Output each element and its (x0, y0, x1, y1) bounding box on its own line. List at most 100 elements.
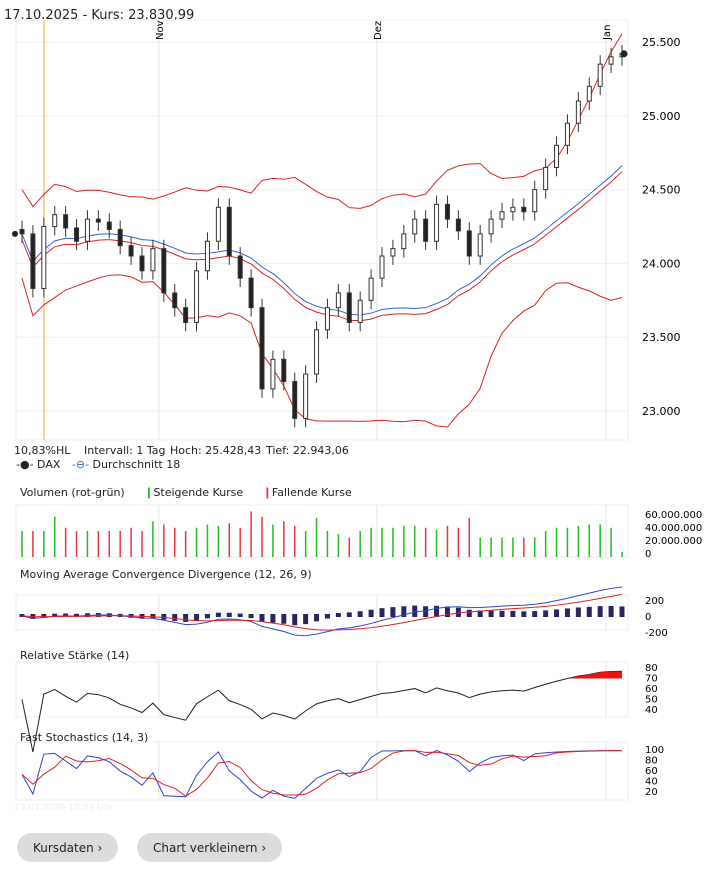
rising-icon: ❙ (144, 486, 154, 499)
price-tick-label: 23.000 (642, 405, 681, 418)
candle-body (444, 203, 450, 220)
candle-body (183, 307, 189, 323)
chart-canvas[interactable]: Nov Dez Jan 23.000 23.500 24.000 24.500 25.000 2… (0, 0, 709, 820)
candle-body (19, 228, 25, 235)
month-label: Jan (602, 25, 613, 41)
kursdaten-button[interactable]: Kursdaten › (17, 833, 119, 862)
month-label: Nov (155, 20, 166, 40)
panel-frame (15, 661, 629, 718)
candle-body (510, 206, 516, 213)
legend-dax: DAX (37, 458, 61, 471)
legend-rising: Steigende Kurse (153, 486, 244, 499)
candle-body (237, 255, 243, 279)
candle-body (412, 218, 418, 235)
candle-body (368, 277, 374, 301)
panel-frame (15, 19, 629, 441)
range: 10,83%HL (14, 444, 71, 457)
timestamp: 13.01.2026 10:09 Uhr (14, 803, 114, 813)
macd-histogram-bar (575, 607, 581, 617)
macd-tick-label: -200 (645, 628, 668, 639)
price-tick-label: 25.500 (642, 36, 681, 49)
price-tick-label: 25.000 (642, 110, 681, 123)
price-tick-label: 23.500 (642, 331, 681, 344)
high: Hoch: 25.428,43 (170, 444, 262, 457)
macd-histogram-bar (466, 609, 472, 617)
rsi-tick-label: 60 (645, 684, 658, 695)
falling-icon: ❙ (262, 486, 272, 499)
macd-title: Moving Average Convergence Divergence (1… (20, 568, 312, 581)
macd-histogram-bar (368, 609, 374, 617)
volume-tick-label: 0 (645, 549, 651, 560)
candle-body (117, 228, 123, 247)
candle-body (150, 248, 156, 272)
candle-body (292, 380, 298, 419)
candle-body (324, 307, 330, 331)
macd-histogram-bar (204, 614, 210, 619)
macd-tick-label: 200 (645, 596, 664, 607)
macd-histogram-bar (543, 610, 549, 617)
macd-histogram-bar (379, 608, 385, 617)
macd-histogram-bar (172, 614, 178, 621)
macd-histogram-bar (586, 606, 592, 617)
candle-body (390, 248, 396, 257)
macd-histogram-bar (237, 613, 243, 617)
macd-histogram-bar (357, 611, 363, 617)
macd-histogram-bar (510, 610, 516, 617)
macd-histogram-bar (597, 606, 603, 617)
volume-tick-label: 20.000.000 (645, 536, 702, 547)
candle-body (281, 358, 287, 382)
avg-legend-icon: -⊖- (71, 458, 90, 471)
month-label: Dez (373, 21, 384, 40)
candle-body (172, 292, 178, 309)
lower-band (21, 274, 623, 428)
chart-verkleinern-button[interactable]: Chart verkleinern › (137, 833, 283, 862)
candle-body (259, 307, 265, 390)
panel-frame (15, 741, 629, 801)
candle-body (346, 292, 352, 323)
candle-body (52, 214, 58, 228)
macd-histogram-bar (41, 614, 47, 618)
candle-body (597, 63, 603, 87)
stoch-tick-label: 40 (645, 777, 658, 788)
macd-histogram-bar (564, 608, 570, 617)
candle-body (41, 226, 47, 289)
macd-histogram-bar (215, 612, 221, 617)
rsi-tick-label: 70 (645, 674, 658, 685)
header: 17.10.2025 - Kurs: 23.830,99 (4, 8, 195, 23)
macd-histogram-bar (401, 606, 407, 617)
volume-tick-label: 60.000.000 (645, 510, 702, 521)
candle-body (521, 206, 527, 213)
macd-tick-label: 0 (645, 612, 651, 623)
stoch-tick-label: 60 (645, 766, 658, 777)
macd-histogram-bar (390, 607, 396, 617)
candle-body (575, 100, 581, 124)
macd-histogram-bar (335, 613, 341, 617)
candle-body (335, 292, 341, 309)
macd-histogram-bar (619, 606, 625, 617)
candle-body (466, 230, 472, 257)
candle-body (477, 233, 483, 257)
candle-body (161, 248, 167, 294)
dax-end-marker (620, 50, 628, 58)
candle-body (63, 214, 69, 229)
price-tick-label: 24.000 (642, 257, 681, 270)
macd-histogram-bar (52, 613, 58, 617)
macd-histogram-bar (477, 610, 483, 617)
macd-histogram-bar (74, 613, 80, 617)
candle-body (248, 277, 254, 309)
candle-body (84, 218, 90, 242)
macd-histogram-bar (608, 606, 614, 617)
candle-body (270, 358, 276, 390)
candle-body (74, 227, 80, 242)
candle-body (532, 189, 538, 213)
low: Tief: 22.943,06 (266, 444, 349, 457)
macd-histogram-bar (150, 614, 156, 619)
candle-body (303, 373, 309, 419)
macd-histogram-bar (248, 614, 254, 619)
macd-histogram-bar (303, 614, 309, 625)
volume-tick-label: 40.000.000 (645, 523, 702, 534)
legend-avg: Durchschnitt 18 (92, 458, 181, 471)
interval: Intervall: 1 Tag (84, 444, 166, 457)
legend-falling: Fallende Kurse (271, 486, 352, 499)
stoch-tick-label: 80 (645, 756, 658, 767)
